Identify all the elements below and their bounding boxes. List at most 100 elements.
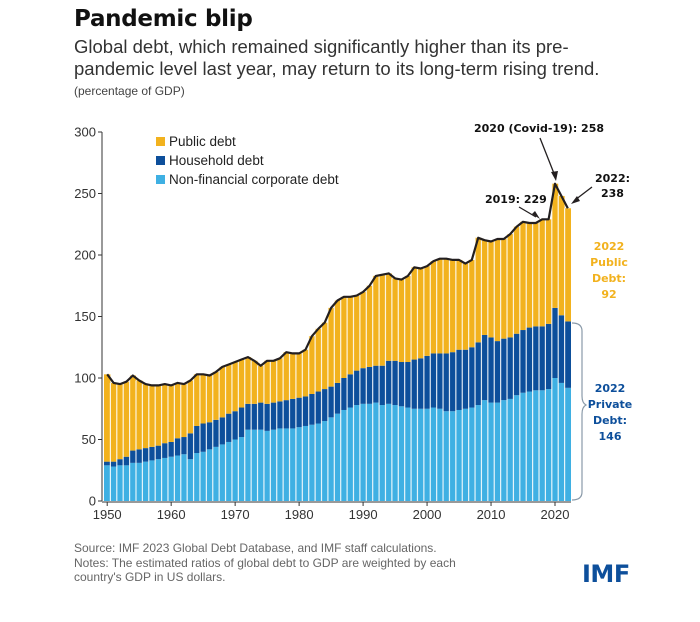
imf-logo: IMF bbox=[582, 560, 630, 588]
x-tick-label: 1950 bbox=[93, 507, 122, 522]
bar-public-2009 bbox=[481, 240, 488, 335]
bar-household-2004 bbox=[449, 352, 456, 412]
bar-corporate-2019 bbox=[545, 389, 552, 501]
bar-household-2016 bbox=[526, 327, 533, 392]
y-ticks: 0 50 100 150 200 250 300 bbox=[74, 125, 102, 509]
footer-notes: Source: IMF 2023 Global Debt Database, a… bbox=[74, 541, 494, 585]
bar-corporate-2001 bbox=[430, 407, 437, 501]
bar-public-1980 bbox=[295, 353, 303, 398]
bar-public-2022 bbox=[564, 208, 571, 322]
bar-public-1992 bbox=[372, 275, 380, 366]
bar-household-1981 bbox=[302, 396, 309, 426]
bar-corporate-1986 bbox=[334, 413, 341, 501]
bar-public-1979 bbox=[289, 353, 296, 399]
bar-household-2005 bbox=[455, 349, 463, 410]
bar-corporate-1978 bbox=[283, 428, 290, 501]
bar-public-2013 bbox=[507, 234, 514, 338]
bar-household-1988 bbox=[347, 374, 354, 408]
bar-public-1983 bbox=[315, 328, 322, 392]
legend-label-corporate: Non-financial corporate debt bbox=[169, 172, 339, 187]
bar-household-2022 bbox=[564, 321, 571, 388]
bar-corporate-1960 bbox=[167, 456, 175, 501]
bar-public-1953 bbox=[123, 381, 130, 457]
bar-household-1966 bbox=[206, 422, 213, 450]
bar-public-1971 bbox=[238, 359, 245, 408]
bar-public-2014 bbox=[513, 226, 520, 334]
bar-corporate-1977 bbox=[276, 428, 284, 501]
bar-household-2006 bbox=[462, 349, 469, 409]
bar-household-2001 bbox=[430, 353, 437, 408]
bar-public-1991 bbox=[366, 285, 373, 367]
bar-corporate-1991 bbox=[366, 403, 373, 501]
chart-subtitle: Global debt, which remained significantl… bbox=[74, 36, 600, 79]
bar-public-2011 bbox=[494, 239, 501, 342]
bar-public-1985 bbox=[327, 307, 335, 387]
annotation-2019: 2019: 229 bbox=[485, 193, 547, 206]
bar-household-1975 bbox=[263, 403, 271, 431]
bar-household-2013 bbox=[507, 337, 514, 399]
bar-corporate-1963 bbox=[187, 459, 194, 501]
bar-public-2007 bbox=[468, 259, 476, 348]
bar-household-1991 bbox=[366, 366, 373, 404]
bar-corporate-2017 bbox=[532, 390, 540, 501]
bar-household-1990 bbox=[359, 368, 367, 404]
legend-swatch-corporate bbox=[156, 175, 165, 184]
bar-public-1994 bbox=[385, 273, 392, 361]
bar-household-1983 bbox=[315, 391, 322, 424]
bar-public-1962 bbox=[180, 384, 188, 438]
unit-label: (percentage of GDP) bbox=[74, 84, 185, 98]
annotation-2020: 2020 (Covid-19): 258 bbox=[474, 122, 604, 135]
bar-corporate-2009 bbox=[481, 400, 488, 501]
bar-corporate-1964 bbox=[193, 453, 200, 501]
bar-household-1995 bbox=[391, 360, 399, 406]
chart-title: Pandemic blip bbox=[74, 6, 253, 32]
annotation-2022-line1: 2022: bbox=[595, 172, 630, 185]
annotation-2020-arrowhead bbox=[551, 171, 558, 181]
bar-household-2011 bbox=[494, 341, 501, 403]
bar-corporate-1968 bbox=[219, 444, 226, 501]
bar-public-2021 bbox=[558, 195, 565, 316]
annotation-private-2022-l3: Debt: bbox=[593, 414, 627, 427]
bar-corporate-2022 bbox=[564, 387, 571, 501]
bar-household-1978 bbox=[283, 400, 290, 429]
bar-household-1950 bbox=[104, 461, 111, 466]
bar-corporate-1988 bbox=[347, 407, 354, 501]
x-tick-label: 2000 bbox=[413, 507, 442, 522]
bar-corporate-1953 bbox=[123, 465, 130, 501]
bar-public-1965 bbox=[199, 374, 207, 424]
annotation-2022-line2: 238 bbox=[601, 187, 624, 200]
bar-corporate-2013 bbox=[507, 398, 514, 501]
bar-public-1967 bbox=[212, 371, 220, 420]
bar-corporate-2010 bbox=[487, 402, 495, 501]
bar-corporate-2006 bbox=[462, 408, 469, 501]
bar-public-2020 bbox=[551, 183, 559, 308]
annotation-public-2022-l2: Public bbox=[590, 256, 628, 269]
bar-household-2015 bbox=[519, 330, 527, 393]
bar-public-1970 bbox=[231, 362, 239, 412]
bar-household-1972 bbox=[244, 403, 252, 430]
bar-corporate-1997 bbox=[404, 407, 412, 501]
bar-public-2008 bbox=[475, 237, 482, 343]
bar-household-1999 bbox=[417, 358, 424, 409]
bar-public-1963 bbox=[187, 380, 194, 434]
bar-corporate-1967 bbox=[212, 446, 220, 501]
bar-public-1974 bbox=[257, 365, 264, 403]
bar-corporate-1974 bbox=[257, 429, 264, 501]
bar-corporate-1966 bbox=[206, 449, 213, 501]
bar-corporate-1971 bbox=[238, 437, 245, 501]
bar-corporate-2008 bbox=[475, 405, 482, 501]
bar-corporate-1955 bbox=[135, 462, 143, 501]
bar-public-1958 bbox=[155, 385, 162, 446]
bar-household-1997 bbox=[404, 362, 412, 408]
bar-corporate-1952 bbox=[116, 465, 124, 501]
bar-household-2019 bbox=[545, 323, 552, 390]
legend-label-public: Public debt bbox=[169, 134, 236, 149]
bar-corporate-1969 bbox=[225, 441, 232, 501]
bar-corporate-1995 bbox=[391, 405, 399, 501]
bar-household-1962 bbox=[180, 437, 188, 455]
bar-household-1996 bbox=[398, 362, 405, 407]
bar-public-2016 bbox=[526, 223, 533, 328]
annotations: 2020 (Covid-19): 258 2019: 229 2022: 238… bbox=[474, 122, 632, 501]
bar-public-2003 bbox=[443, 258, 450, 354]
